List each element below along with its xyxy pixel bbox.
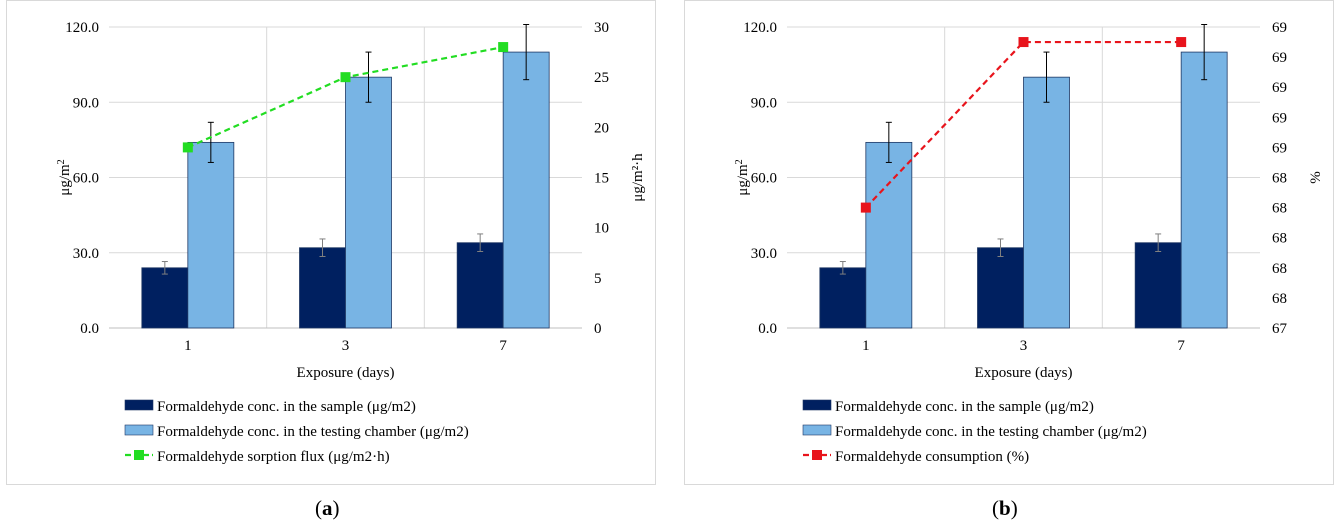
bar-sample — [141, 267, 189, 329]
line-marker — [340, 72, 351, 83]
y-tick-label: 0.0 — [80, 321, 99, 337]
x-tick-label: 3 — [1020, 338, 1028, 354]
y2-tick-label: 67 — [1272, 321, 1288, 337]
bar-sample — [977, 247, 1024, 329]
chart-b-svg: 0.0 30.0 60.0 90.0 120.0 67 68 68 68 68 68 69 69 69 69… — [734, 20, 1325, 465]
y-tick-label: 30.0 — [751, 246, 777, 262]
panel-label-a: (a) — [315, 496, 340, 520]
legend-swatch-marker — [134, 450, 144, 460]
chart-panel-b: 0.0 30.0 60.0 90.0 120.0 67 68 68 68 68 68 69 69 69 69… — [684, 0, 1334, 485]
line-series — [865, 40, 1182, 209]
y-tick-label: 60.0 — [751, 171, 777, 187]
legend-swatch — [802, 399, 832, 411]
y2-tick-label: 69 — [1272, 20, 1287, 36]
line-marker — [860, 202, 871, 213]
panel-label-b: (b) — [992, 496, 1018, 520]
bar-chamber — [1180, 51, 1228, 329]
y2-tick-label: 69 — [1272, 80, 1287, 96]
legend-swatch — [802, 424, 832, 436]
y-tick-label: 120.0 — [65, 20, 99, 36]
y2-tick-label: 68 — [1272, 261, 1287, 277]
line-marker — [1018, 37, 1029, 48]
y-tick-label: 0.0 — [758, 321, 777, 337]
bar-chamber — [187, 141, 235, 329]
legend-entry: Formaldehyde conc. in the sample (μg/m2) — [835, 399, 1094, 415]
y2-tick-label: 25 — [594, 70, 609, 86]
y2-tick-label: 30 — [594, 20, 609, 36]
x-tick-label: 7 — [499, 338, 507, 354]
x-axis-title: Exposure (days) — [297, 365, 395, 381]
legend-entry: Formaldehyde conc. in the testing chambe… — [157, 424, 469, 440]
x-tick-label: 7 — [1177, 338, 1185, 354]
legend-entry: Formaldehyde conc. in the sample (μg/m2) — [157, 399, 416, 415]
bar-sample — [1134, 242, 1182, 329]
legend-swatch-marker — [812, 450, 822, 460]
line-marker — [498, 42, 509, 53]
y-axis-title-superscript: 2 — [734, 159, 745, 164]
y2-tick-label: 5 — [594, 271, 602, 287]
chart-panel-a: 0.0 30.0 60.0 90.0 120.0 0 5 10 15 20 25 30 1 3 7 Expos… — [6, 0, 656, 485]
bar-sample — [299, 247, 346, 329]
line-marker — [182, 142, 193, 153]
y2-tick-label: 69 — [1272, 110, 1287, 126]
line-marker — [1176, 37, 1187, 48]
x-tick-label: 1 — [862, 338, 870, 354]
bar-sample — [819, 267, 867, 329]
y2-tick-label: 15 — [594, 171, 609, 187]
y2-tick-label: 68 — [1272, 291, 1287, 307]
legend-swatch — [124, 424, 154, 436]
y-axis-title-superscript: 2 — [56, 159, 67, 164]
y-tick-label: 30.0 — [73, 246, 99, 262]
y2-tick-label: 69 — [1272, 140, 1287, 156]
y2-tick-label: 69 — [1272, 50, 1287, 66]
y2-axis-title: % — [1308, 171, 1324, 184]
y2-tick-label: 68 — [1272, 171, 1287, 187]
y-tick-label: 60.0 — [73, 171, 99, 187]
y-tick-label: 120.0 — [743, 20, 777, 36]
legend-entry: Formaldehyde conc. in the testing chambe… — [835, 424, 1147, 440]
x-tick-label: 1 — [184, 338, 192, 354]
bar-chamber — [502, 51, 550, 329]
x-axis-title: Exposure (days) — [975, 365, 1073, 381]
legend-entry: Formaldehyde consumption (%) — [835, 449, 1029, 465]
bar-chamber — [1023, 76, 1070, 329]
y-axis-title: μg/m2 — [56, 159, 74, 195]
chart-a-svg: 0.0 30.0 60.0 90.0 120.0 0 5 10 15 20 25 30 1 3 7 Expos… — [56, 20, 647, 465]
y2-tick-label: 20 — [594, 120, 609, 136]
y2-tick-label: 0 — [594, 321, 602, 337]
x-tick-label: 3 — [342, 338, 350, 354]
y2-tick-label: 10 — [594, 221, 609, 237]
bar-chamber — [345, 76, 392, 329]
legend-swatch — [124, 399, 154, 411]
y2-tick-label: 68 — [1272, 231, 1287, 247]
y2-axis-title: μg/m²·h — [630, 153, 646, 202]
y2-tick-label: 68 — [1272, 201, 1287, 217]
legend-entry: Formaldehyde sorption flux (μg/m2·h) — [157, 449, 390, 465]
y-axis-title: μg/m2 — [734, 159, 752, 195]
y-tick-label: 90.0 — [73, 95, 99, 111]
y-tick-label: 90.0 — [751, 95, 777, 111]
bar-sample — [456, 242, 504, 329]
bar-chamber — [865, 141, 913, 329]
